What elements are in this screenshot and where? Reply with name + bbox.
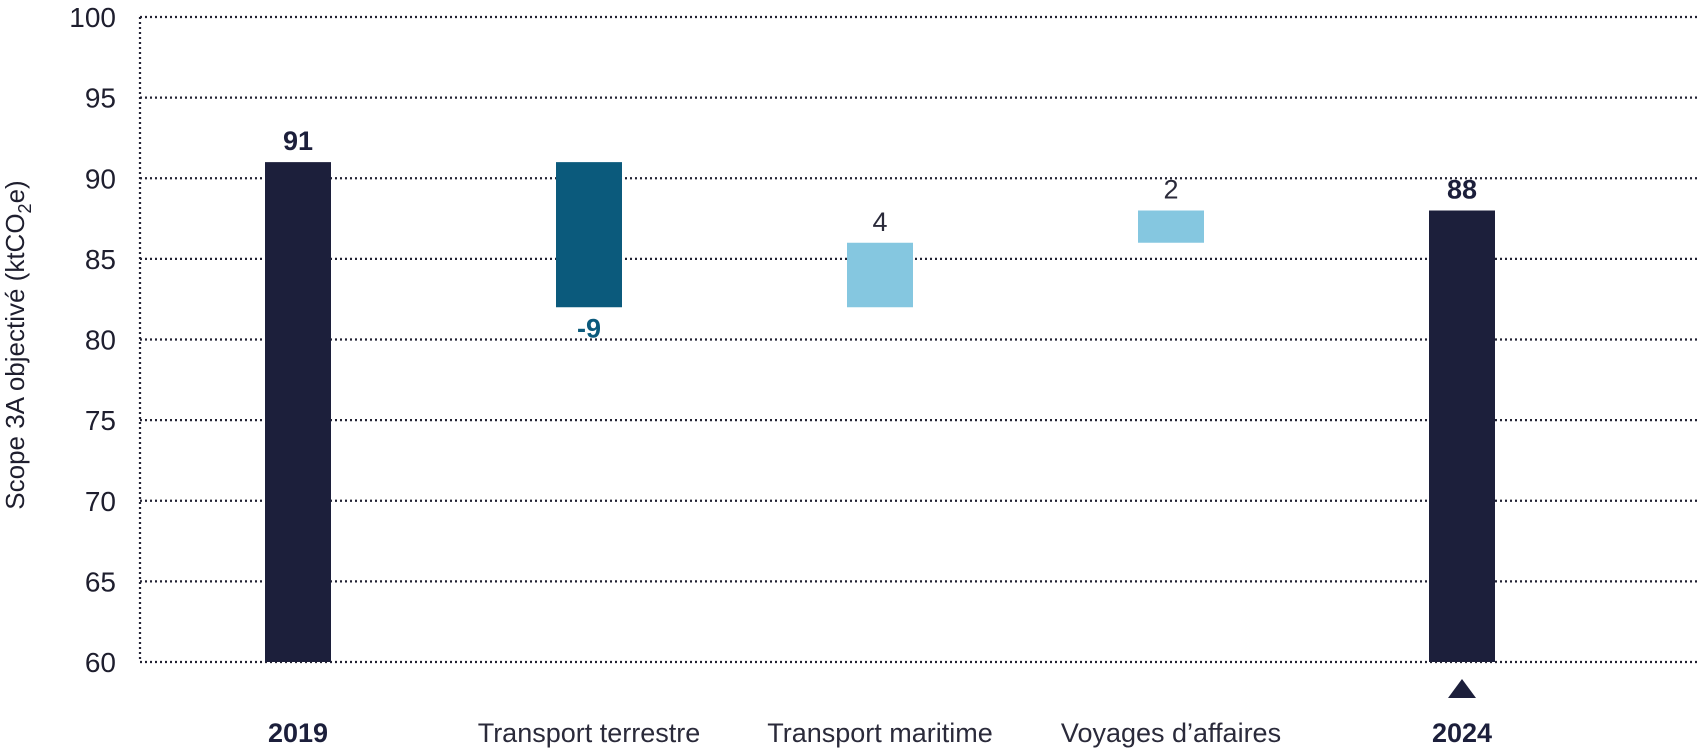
bar [556, 162, 622, 308]
value-label: 2 [1163, 175, 1178, 205]
bar [1429, 210, 1495, 662]
markers [1448, 679, 1476, 698]
y-tick-label: 80 [85, 325, 116, 356]
bar [265, 162, 331, 662]
y-tick-label: 90 [85, 163, 116, 194]
bar [1138, 210, 1204, 243]
value-label: -9 [577, 313, 601, 343]
y-axis-ticks: 60 65 70 75 80 85 90 95 100 [69, 2, 116, 678]
triangle-up-icon [1448, 679, 1476, 698]
y-tick-label: 60 [85, 647, 116, 678]
y-axis-label-part: Scope 3A objectivé (ktCO [0, 213, 30, 509]
category-label: Voyages d’affaires [1061, 718, 1281, 748]
bars [265, 162, 1495, 662]
y-tick-label: 70 [85, 486, 116, 517]
category-label: 2019 [268, 718, 328, 748]
y-tick-label: 75 [85, 405, 116, 436]
category-label: Transport maritime [767, 718, 993, 748]
y-tick-label: 95 [85, 83, 116, 114]
y-axis-label-subscript: 2 [15, 203, 35, 213]
category-labels: 2019 Transport terrestre Transport maritim… [268, 718, 1492, 748]
y-tick-label: 65 [85, 566, 116, 597]
value-label: 91 [283, 126, 313, 156]
value-label: 4 [872, 207, 887, 237]
y-tick-label: 100 [69, 2, 116, 33]
y-tick-label: 85 [85, 244, 116, 275]
value-label: 88 [1447, 175, 1477, 205]
value-labels: 91 -9 4 2 88 [283, 126, 1477, 343]
bar [847, 242, 913, 308]
category-label: Transport terrestre [478, 718, 701, 748]
y-axis-label: Scope 3A objectivé (ktCO2e) [0, 180, 35, 509]
category-label: 2024 [1432, 718, 1492, 748]
y-axis-label-part: e) [0, 180, 30, 203]
